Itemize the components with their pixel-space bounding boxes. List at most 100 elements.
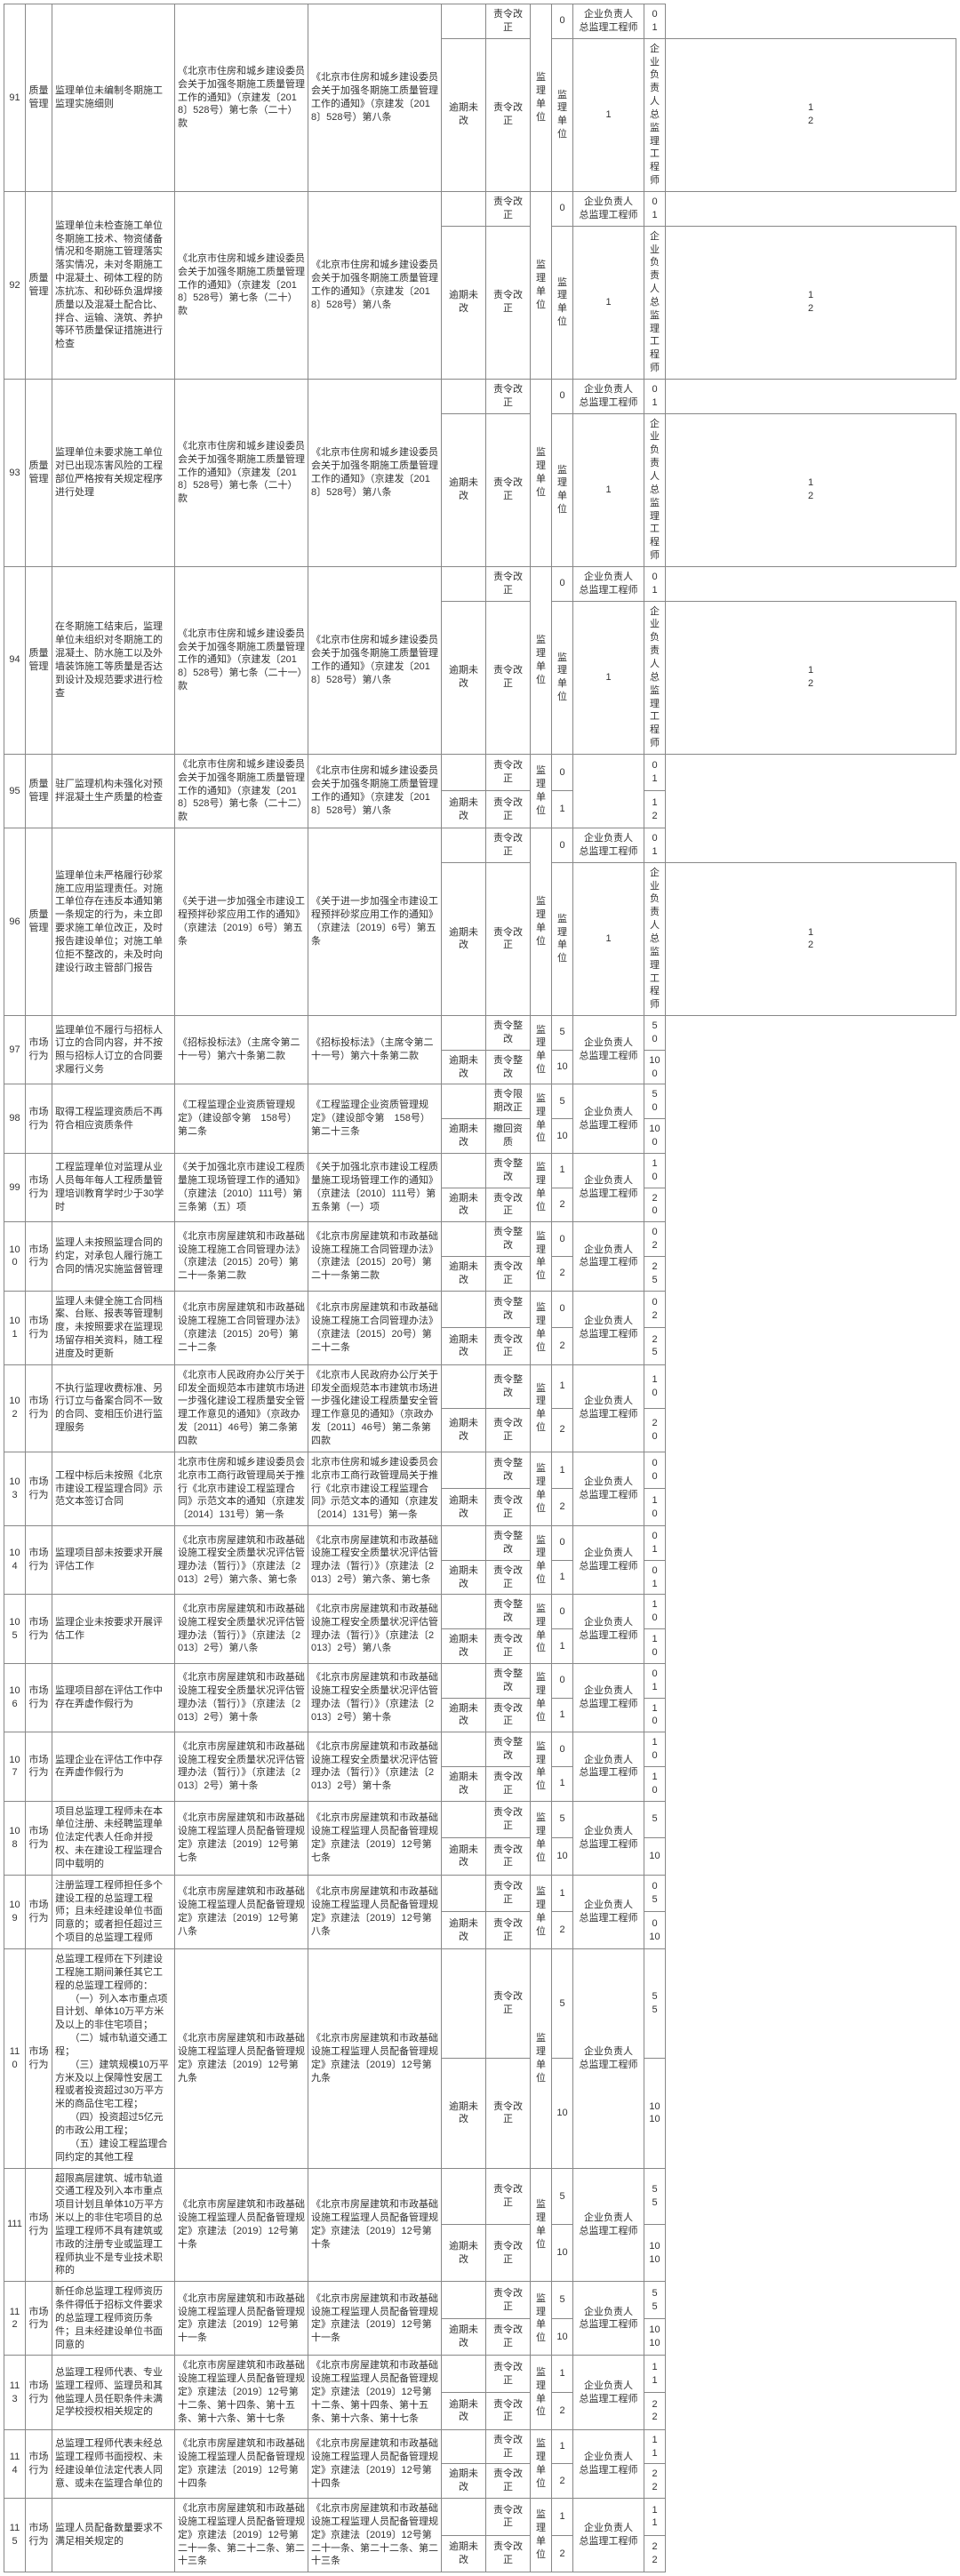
sub-status [442,1663,486,1698]
row-law1: 《北京市房屋建筑和市政基础设施工程监理人员配备管理规定》京建法〔2019〕12号… [175,2356,308,2429]
sub-unit: 监理单位 [531,1949,552,2169]
sub-val: 10 [644,1838,666,1876]
sub-result: 撤回资质 [486,1119,531,1154]
row-category: 市场行为 [26,1875,52,1948]
sub-result: 责令改正 [486,1629,531,1664]
sub-val: 01 [644,1663,666,1698]
sub-person: 企业负责人总监理工程师 [573,1949,644,2169]
row-law1: 《北京市人民政府办公厅关于印发全面规范本市建筑市场进一步强化建设工程质量安全管理… [175,1364,308,1452]
sub-status [442,566,486,601]
sub-person: 企业负责人总监理工程师 [573,1452,644,1525]
sub-unit: 监理单位 [531,1875,552,1948]
sub-val: 01 [644,754,666,791]
sub-num: 2 [552,1328,573,1365]
row-law1: 《北京市房屋建筑和市政基础设施工程监理人员配备管理规定》京建法〔2019〕12号… [175,1875,308,1948]
row-desc: 总监理工程师在下列建设工程施工期间兼任其它工程的总监理工程师的： （一）列入本市… [52,1949,175,2169]
sub-num: 1 [552,1766,573,1801]
row-id: 107 [4,1732,26,1801]
sub-unit: 监理单位 [552,862,573,1015]
sub-unit: 监理单位 [531,2429,552,2498]
sub-unit: 监理单位 [531,1153,552,1221]
row-law2: 《北京市房屋建筑和市政基础设施工程监理人员配备管理规定》京建法〔2019〕12号… [308,2499,442,2572]
row-desc: 监理单位未严格履行砂浆施工应用监理责任。对施工单位存在违反本通知第一条规定的行为… [52,828,175,1016]
row-law2: 《北京市住房和城乡建设委员会关于加强冬期施工质量管理工作的通知》（京建发〔201… [308,4,442,192]
sub-status: 逾期未改 [442,1328,486,1365]
sub-result: 责令改正 [486,1328,531,1365]
sub-status [442,754,486,791]
row-law1: 《北京市房屋建筑和市政基础设施工程监理人员配备管理规定》京建法〔2019〕12号… [175,2429,308,2498]
sub-val: 02 [644,1291,666,1328]
sub-val: 12 [666,226,956,379]
row-id: 109 [4,1875,26,1948]
row-law2: 《北京市房屋建筑和市政基础设施工程安全质量状况评估管理办法（暂行）》（京建法〔2… [308,1732,442,1801]
sub-val: 12 [666,38,956,191]
row-desc: 工程中标后未按照《北京市建设工程监理合同》示范文本签订合同 [52,1452,175,1525]
row-law2: 《北京市房屋建筑和市政基础设施工程安全质量状况评估管理办法（暂行）》（京建法〔2… [308,1663,442,1732]
sub-status: 逾期未改 [442,862,486,1015]
row-law1: 《北京市房屋建筑和市政基础设施工程监理人员配备管理规定》京建法〔2019〕12号… [175,2168,308,2282]
row-desc: 项目总监理工程师未在本单位注册、未经聘监理单位法定代表人任命并授权、未在建设工程… [52,1801,175,1875]
row-law1: 《北京市房屋建筑和市政基础设施工程安全质量状况评估管理办法（暂行）》（京建法〔2… [175,1732,308,1801]
sub-num: 0 [552,379,573,413]
sub-val: 10 [644,1766,666,1801]
sub-unit: 监理单位 [531,1595,552,1663]
sub-status [442,2282,486,2319]
row-desc: 监理单位不履行与招标人订立的合同内容，并不按照与招标人订立的合同要求履行义务 [52,1016,175,1084]
row-category: 质量管理 [26,191,52,379]
row-category: 质量管理 [26,4,52,192]
sub-result: 责令改正 [486,1912,531,1949]
sub-person: 企业负责人总监理工程师 [644,601,666,754]
sub-result: 责令改正 [486,1188,531,1222]
sub-num: 1 [573,226,644,379]
sub-status [442,1084,486,1119]
sub-person: 企业负责人总监理工程师 [573,1364,644,1452]
sub-result: 责令改正 [486,191,531,226]
row-law2: 《关于进一步加强全市建设工程预拌砂浆应用工作的通知》（京建法〔2019〕6号）第… [308,828,442,1016]
sub-val: 22 [644,2535,666,2572]
sub-result: 责令改正 [486,601,531,754]
sub-result: 责令整改 [486,1732,531,1767]
row-category: 市场行为 [26,1153,52,1221]
sub-unit: 监理单位 [552,601,573,754]
sub-status: 逾期未改 [442,1256,486,1291]
sub-person: 企业负责人总监理工程师 [573,1526,644,1595]
sub-val: 50 [644,1084,666,1119]
sub-result: 责令整改 [486,1222,531,1257]
row-desc: 取得工程监理资质后不再符合相应资质条件 [52,1084,175,1153]
sub-person: 企业负责人总监理工程师 [573,379,644,413]
sub-num: 0 [552,1526,573,1561]
row-id: 108 [4,1801,26,1875]
sub-num: 1 [573,862,644,1015]
sub-unit: 监理单位 [531,1452,552,1525]
sub-unit: 监理单位 [531,1222,552,1291]
sub-val: 22 [644,2393,666,2430]
row-desc: 不执行监理收费标准、另行订立与备案合同不一致的合同、变相压价进行监理服务 [52,1364,175,1452]
row-category: 质量管理 [26,379,52,566]
sub-val: 01 [644,4,666,39]
sub-person: 企业负责人总监理工程师 [573,1153,644,1221]
row-law2: 《北京市住房和城乡建设委员会关于加强冬期施工质量管理工作的通知》（京建发〔201… [308,566,442,754]
sub-val: 01 [644,566,666,601]
sub-unit: 监理单位 [531,754,552,828]
sub-num: 1 [552,1560,573,1595]
sub-status: 逾期未改 [442,2059,486,2168]
sub-num: 2 [552,1188,573,1222]
row-id: 91 [4,4,26,192]
sub-val: 1010 [644,2318,666,2356]
sub-person: 企业负责人总监理工程师 [573,2499,644,2572]
sub-val: 10 [644,1629,666,1664]
sub-result: 责令改正 [486,2356,531,2393]
sub-val: 10 [644,1364,666,1408]
row-id: 96 [4,828,26,1016]
row-law2: 《关于加强北京市建设工程质量施工现场管理工作的通知》（京建法〔2010〕111号… [308,1153,442,1221]
sub-num: 1 [552,1364,573,1408]
sub-status [442,1452,486,1489]
sub-result: 责令改正 [486,1875,531,1912]
row-category: 市场行为 [26,1595,52,1663]
sub-status: 逾期未改 [442,1838,486,1876]
sub-result: 责令改正 [486,2464,531,2499]
row-desc: 工程监理单位对监理从业人员每年每人工程质量管理培训教育学时少于30学时 [52,1153,175,1221]
sub-result: 责令改正 [486,862,531,1015]
sub-result: 责令改正 [486,2499,531,2536]
sub-val: 5 [644,1801,666,1838]
